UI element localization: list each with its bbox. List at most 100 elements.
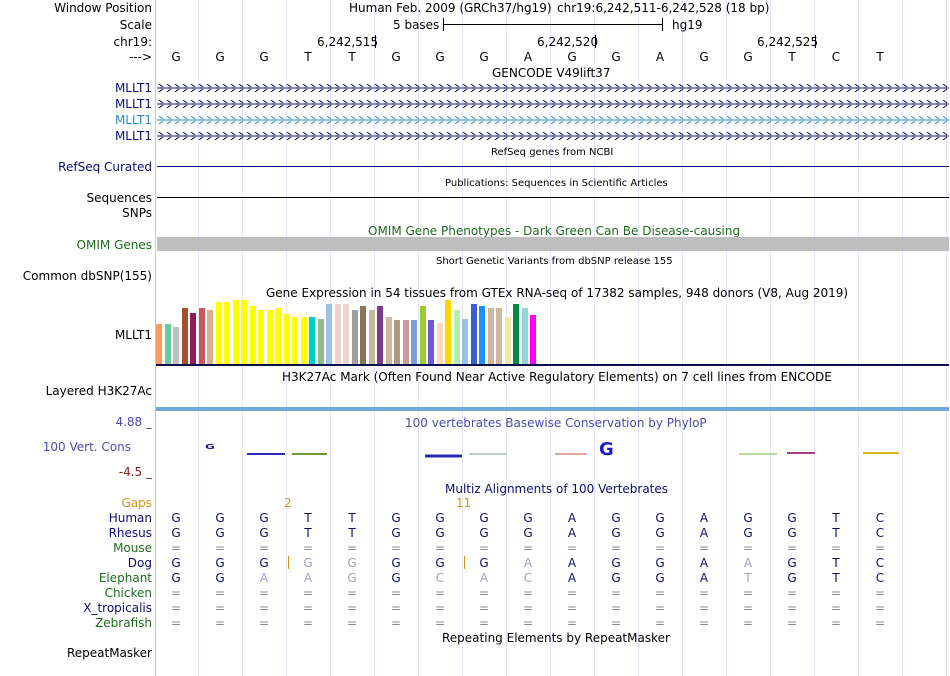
ruler-tick-label: 6,242,525 (757, 35, 819, 49)
alignment-base: = (566, 541, 578, 555)
alignment-base: A (567, 526, 577, 540)
gtex-tissue-bar[interactable] (207, 310, 213, 364)
species-label[interactable]: Mouse (113, 541, 152, 555)
gtex-tissue-bar[interactable] (470, 304, 477, 364)
gencode-item-label[interactable]: MLLT1 (114, 113, 152, 127)
gtex-tissue-bar[interactable] (428, 320, 434, 364)
publications-track-label[interactable]: Sequences (86, 191, 152, 205)
gtex-tissue-bar[interactable] (377, 306, 383, 364)
alignment-base: = (654, 601, 666, 615)
h3k27ac-signal[interactable] (156, 407, 949, 411)
alignment-base: = (830, 616, 842, 630)
alignment-base: G (347, 556, 357, 570)
gtex-tissue-bar[interactable] (249, 306, 256, 364)
base-gridline (770, 0, 771, 676)
species-label[interactable]: Zebrafish (95, 616, 152, 630)
alignment-base: = (434, 586, 446, 600)
gtex-tissue-bar[interactable] (258, 310, 264, 364)
gencode-item-label[interactable]: MLLT1 (114, 129, 152, 143)
gencode-gene-lines[interactable] (157, 80, 949, 144)
alignment-base: = (566, 586, 578, 600)
gtex-tissue-bar[interactable] (360, 306, 366, 364)
gtex-tissue-bar[interactable] (156, 324, 162, 364)
gtex-tissue-bar[interactable] (275, 308, 281, 364)
gtex-tissue-bar[interactable] (453, 310, 460, 364)
gtex-tissue-bar[interactable] (462, 319, 468, 364)
gtex-tissue-bar[interactable] (317, 319, 324, 364)
gtex-tissue-bar[interactable] (445, 300, 451, 364)
gtex-expression-bars[interactable] (156, 300, 556, 364)
scale-bar (443, 24, 663, 25)
gtex-tissue-bar[interactable] (513, 304, 519, 364)
reference-base: T (304, 50, 312, 64)
gtex-tissue-bar[interactable] (283, 314, 290, 364)
gtex-tissue-bar[interactable] (300, 317, 307, 364)
gtex-tissue-bar[interactable] (504, 317, 511, 364)
alignment-base: = (346, 616, 358, 630)
gtex-tissue-bar[interactable] (436, 323, 443, 364)
alignment-base: C (523, 571, 533, 585)
alignment-base: C (435, 571, 445, 585)
gtex-track-label[interactable]: MLLT1 (114, 328, 152, 342)
gtex-tissue-bar[interactable] (173, 327, 179, 364)
alignment-base: = (170, 586, 182, 600)
gtex-tissue-bar[interactable] (334, 304, 341, 364)
refseq-track-label[interactable]: RefSeq Curated (58, 160, 152, 174)
gtex-tissue-bar[interactable] (402, 320, 409, 364)
phylop-track-label[interactable]: 100 Vert. Cons (42, 440, 131, 454)
alignment-base: G (787, 556, 797, 570)
gtex-tissue-bar[interactable] (164, 324, 171, 364)
alignment-base: T (304, 511, 312, 525)
alignment-base: G (171, 526, 181, 540)
gtex-tissue-bar[interactable] (368, 310, 375, 364)
omim-track-label[interactable]: OMIM Genes (76, 238, 152, 252)
gtex-tissue-bar[interactable] (394, 320, 400, 364)
gtex-tissue-bar[interactable] (385, 317, 392, 364)
gtex-tissue-bar[interactable] (530, 315, 536, 364)
gtex-tissue-bar[interactable] (266, 310, 273, 364)
gtex-tissue-bar[interactable] (343, 304, 349, 364)
gtex-tissue-bar[interactable] (181, 308, 188, 364)
species-label[interactable]: X_tropicalis (83, 601, 152, 615)
alignment-base: A (567, 511, 577, 525)
gtex-tissue-bar[interactable] (411, 320, 417, 364)
gtex-tissue-bar[interactable] (496, 308, 502, 364)
h3k27ac-track-label[interactable]: Layered H3K27Ac (45, 384, 152, 398)
alignment-base: = (742, 616, 754, 630)
gtex-tissue-bar[interactable] (224, 302, 230, 364)
species-label[interactable]: Human (108, 511, 152, 525)
alignment-base: G (611, 526, 621, 540)
gtex-tissue-bar[interactable] (292, 317, 298, 364)
gtex-tissue-bar[interactable] (351, 310, 358, 364)
refseq-gene-line[interactable] (157, 166, 949, 167)
gtex-tissue-bar[interactable] (479, 306, 485, 364)
alignment-base: G (259, 511, 269, 525)
gtex-tissue-bar[interactable] (215, 302, 222, 364)
gencode-item-label[interactable]: MLLT1 (114, 97, 152, 111)
gtex-tissue-bar[interactable] (326, 304, 332, 364)
species-label[interactable]: Chicken (104, 586, 152, 600)
gtex-tissue-bar[interactable] (190, 313, 196, 364)
base-gridline (550, 0, 551, 676)
omim-phenotype-bar[interactable] (157, 237, 949, 251)
species-label[interactable]: Elephant (98, 571, 152, 585)
gtex-tissue-bar[interactable] (232, 300, 239, 364)
gtex-tissue-bar[interactable] (198, 308, 205, 364)
gtex-tissue-bar[interactable] (309, 317, 315, 364)
gtex-tissue-bar[interactable] (521, 308, 528, 364)
alignment-base: = (566, 601, 578, 615)
gtex-tissue-bar[interactable] (419, 306, 426, 364)
alignment-base: = (786, 586, 798, 600)
dbsnp-track-label[interactable]: Common dbSNP(155) (22, 269, 152, 283)
alignment-base: A (567, 571, 577, 585)
gencode-item-label[interactable]: MLLT1 (114, 81, 152, 95)
gtex-tissue-bar[interactable] (241, 300, 247, 364)
species-label[interactable]: Rhesus (108, 526, 152, 540)
snps-track-label[interactable]: SNPs (122, 206, 152, 220)
repeatmasker-track-label[interactable]: RepeatMasker (66, 646, 152, 660)
reference-base: G (391, 50, 401, 64)
position-text: chr19:6,242,511-6,242,528 (18 bp) (557, 1, 770, 15)
phylop-conservation-logo[interactable]: G G (157, 440, 949, 460)
species-label[interactable]: Dog (127, 556, 152, 570)
gtex-tissue-bar[interactable] (487, 308, 494, 364)
